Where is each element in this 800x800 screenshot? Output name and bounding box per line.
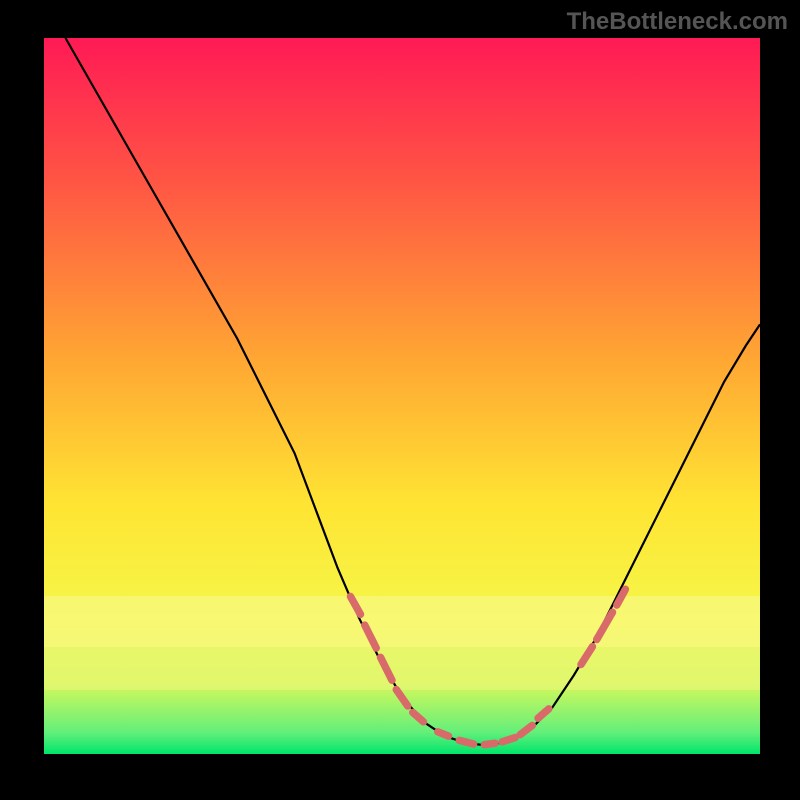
dash-segment	[459, 740, 473, 744]
dash-segment	[350, 596, 360, 614]
dash-segment	[381, 657, 392, 680]
dash-segment	[413, 712, 424, 721]
chart-container: TheBottleneck.com	[0, 0, 800, 800]
dash-segment	[538, 709, 549, 718]
dash-segment	[520, 725, 532, 734]
bottleneck-curve	[65, 38, 760, 745]
attribution-text[interactable]: TheBottleneck.com	[567, 8, 788, 36]
dash-segment	[484, 743, 495, 744]
curve-layer	[44, 38, 760, 754]
dash-segment	[438, 732, 449, 736]
dash-segment	[396, 690, 407, 706]
dash-segment	[365, 625, 376, 648]
dash-segment	[502, 738, 515, 742]
dash-segment	[581, 647, 592, 665]
dash-segment	[597, 612, 613, 639]
highlight-dashes	[350, 589, 625, 744]
plot-area	[44, 38, 760, 754]
